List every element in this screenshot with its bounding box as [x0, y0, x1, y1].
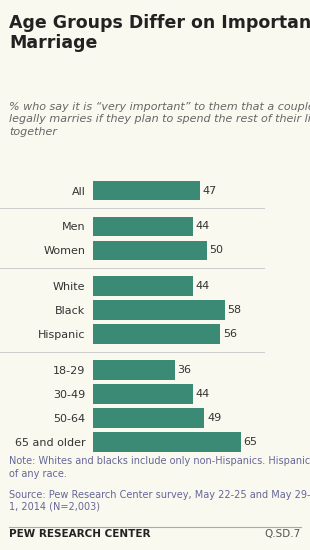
Bar	[93, 217, 193, 236]
Text: 47: 47	[202, 185, 217, 196]
Bar	[93, 360, 175, 380]
Text: 44: 44	[196, 389, 210, 399]
Text: 36: 36	[178, 365, 192, 375]
Text: Source: Pew Research Center survey, May 22-25 and May 29-June
1, 2014 (N=2,003): Source: Pew Research Center survey, May …	[9, 490, 310, 512]
Bar	[93, 300, 225, 320]
Text: 56: 56	[223, 329, 237, 339]
Bar	[93, 432, 241, 452]
Text: 49: 49	[207, 413, 221, 423]
Text: % who say it is “very important” to them that a couple
legally marries if they p: % who say it is “very important” to them…	[9, 102, 310, 136]
Bar	[93, 181, 200, 200]
Text: 44: 44	[196, 281, 210, 291]
Text: 44: 44	[196, 221, 210, 232]
Bar	[93, 324, 220, 344]
Bar	[93, 408, 204, 428]
Bar	[93, 276, 193, 296]
Text: Q.SD.7: Q.SD.7	[264, 529, 301, 539]
Text: 58: 58	[228, 305, 242, 315]
Text: 50: 50	[209, 245, 224, 255]
Bar	[93, 384, 193, 404]
Text: PEW RESEARCH CENTER: PEW RESEARCH CENTER	[9, 529, 151, 539]
Text: Age Groups Differ on Importance of
Marriage: Age Groups Differ on Importance of Marri…	[9, 14, 310, 52]
Text: Note: Whites and blacks include only non-Hispanics. Hispanics are
of any race.: Note: Whites and blacks include only non…	[9, 456, 310, 479]
Text: 65: 65	[243, 437, 258, 447]
Bar	[93, 240, 207, 260]
